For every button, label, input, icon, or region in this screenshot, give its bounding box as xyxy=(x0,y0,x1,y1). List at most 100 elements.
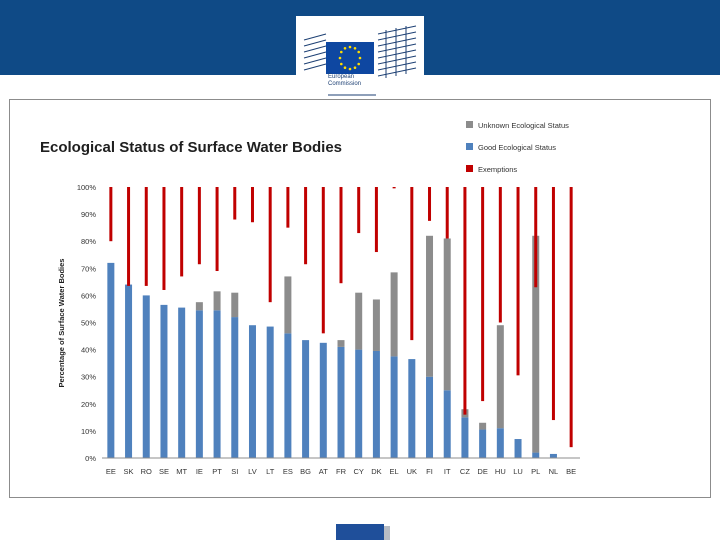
x-tick-label: HU xyxy=(495,467,506,476)
footer-bar xyxy=(336,524,384,540)
legend: Unknown Ecological Status Good Ecological… xyxy=(466,121,569,174)
x-tick-label: MT xyxy=(176,467,187,476)
y-tick-label: 70% xyxy=(81,264,96,273)
legend-label: Good Ecological Status xyxy=(478,143,556,152)
logo-graphic xyxy=(303,25,417,96)
legend-swatch xyxy=(466,165,473,172)
bar-exemption-lu xyxy=(516,187,520,376)
bar-exemption-de xyxy=(481,187,485,402)
bar-good-si xyxy=(231,317,239,458)
eu-stars-icon xyxy=(338,45,362,71)
x-tick-label: EL xyxy=(390,467,399,476)
x-tick-label: CY xyxy=(353,467,363,476)
bar-exemption-dk xyxy=(374,187,378,253)
bar-exemption-pl xyxy=(534,187,538,288)
x-tick-label: CZ xyxy=(460,467,470,476)
bar-unknown-hu xyxy=(496,325,504,429)
bar-unknown-fi xyxy=(426,235,434,377)
bar-exemption-mt xyxy=(180,187,184,277)
chart-frame: Ecological Status of Surface Water Bodie… xyxy=(9,99,711,498)
x-tick-label: UK xyxy=(407,467,417,476)
bar-exemption-si xyxy=(233,187,237,220)
bar-unknown-de xyxy=(479,422,487,430)
bar-good-mt xyxy=(178,307,186,458)
bar-exemption-bg xyxy=(304,187,308,265)
bar-exemption-cz xyxy=(463,187,467,415)
logo-text: European Commission xyxy=(328,74,361,88)
bar-exemption-lv xyxy=(250,187,254,223)
bar-unknown-cy xyxy=(355,292,363,350)
bar-good-lt xyxy=(266,326,274,458)
bar-good-at xyxy=(319,342,327,458)
y-axis-label: Percentage of Surface Water Bodies xyxy=(57,259,66,388)
bar-good-lu xyxy=(514,439,522,458)
bar-good-dk xyxy=(372,350,380,458)
x-axis-ticks: EE SK RO SE MT IE PT SI LV LT ES BG AT FR CY DK EL UK FI IT… xyxy=(106,467,576,476)
bar-unknown-el xyxy=(390,272,398,357)
bar-good-it xyxy=(443,390,451,458)
bar-good-de xyxy=(479,429,487,458)
bar-exemption-uk xyxy=(410,187,414,341)
y-tick-label: 60% xyxy=(81,291,96,300)
x-tick-label: BE xyxy=(566,467,576,476)
x-tick-label: LU xyxy=(513,467,523,476)
bar-exemption-be xyxy=(569,187,573,448)
x-tick-label: BG xyxy=(300,467,311,476)
bar-good-pt xyxy=(213,310,221,458)
bar-exemption-at xyxy=(321,187,325,334)
legend-swatch xyxy=(466,121,473,128)
bar-unknown-it xyxy=(443,238,451,391)
bar-unknown-dk xyxy=(372,299,380,351)
bar-exemption-ro xyxy=(144,187,148,286)
bar-exemption-cy xyxy=(357,187,361,234)
x-tick-label: LV xyxy=(248,467,257,476)
bar-unknown-es xyxy=(284,276,292,334)
bar-unknown-si xyxy=(231,292,239,318)
bar-good-fr xyxy=(337,346,345,458)
legend-label: Unknown Ecological Status xyxy=(478,121,569,130)
x-tick-label: ES xyxy=(283,467,293,476)
legend-swatch xyxy=(466,143,473,150)
y-tick-label: 0% xyxy=(85,454,96,463)
bar-good-ee xyxy=(107,262,115,458)
y-tick-label: 20% xyxy=(81,400,96,409)
x-tick-label: PT xyxy=(212,467,222,476)
x-tick-label: FI xyxy=(426,467,433,476)
bar-good-se xyxy=(160,304,168,458)
bar-unknown-ie xyxy=(195,302,203,311)
bar-good-ro xyxy=(142,295,150,458)
bar-good-lv xyxy=(248,325,256,458)
bar-good-cy xyxy=(355,349,363,458)
bar-unknown-pt xyxy=(213,291,221,311)
x-tick-label: DK xyxy=(371,467,381,476)
y-tick-label: 100% xyxy=(77,183,97,192)
bar-exemption-nl xyxy=(551,187,555,421)
y-tick-label: 40% xyxy=(81,346,96,355)
bar-good-nl xyxy=(549,453,557,458)
bar-good-sk xyxy=(125,284,133,458)
bar-exemption-es xyxy=(286,187,290,228)
bar-good-ie xyxy=(195,310,203,458)
x-tick-label: IT xyxy=(444,467,451,476)
bar-good-pl xyxy=(532,452,540,458)
x-tick-label: EE xyxy=(106,467,116,476)
y-tick-label: 10% xyxy=(81,427,96,436)
legend-label: Exemptions xyxy=(478,165,517,174)
bar-exemption-ie xyxy=(197,187,201,265)
bar-exemption-ee xyxy=(109,187,113,242)
logo-line-2: Commission xyxy=(328,81,362,87)
logo-line-1: European xyxy=(328,74,355,80)
bar-good-fi xyxy=(426,376,434,458)
x-tick-label: LT xyxy=(266,467,275,476)
y-tick-label: 90% xyxy=(81,210,96,219)
bar-exemption-it xyxy=(445,187,449,239)
bar-good-bg xyxy=(302,340,310,458)
x-tick-label: NL xyxy=(549,467,559,476)
bar-exemption-fr xyxy=(339,187,343,284)
x-tick-label: IE xyxy=(196,467,203,476)
bar-exemption-el xyxy=(392,187,396,189)
chart-svg: Ecological Status of Surface Water Bodie… xyxy=(40,121,580,476)
x-tick-label: PL xyxy=(531,467,540,476)
x-tick-label: DE xyxy=(477,467,487,476)
bar-exemption-hu xyxy=(498,187,502,323)
